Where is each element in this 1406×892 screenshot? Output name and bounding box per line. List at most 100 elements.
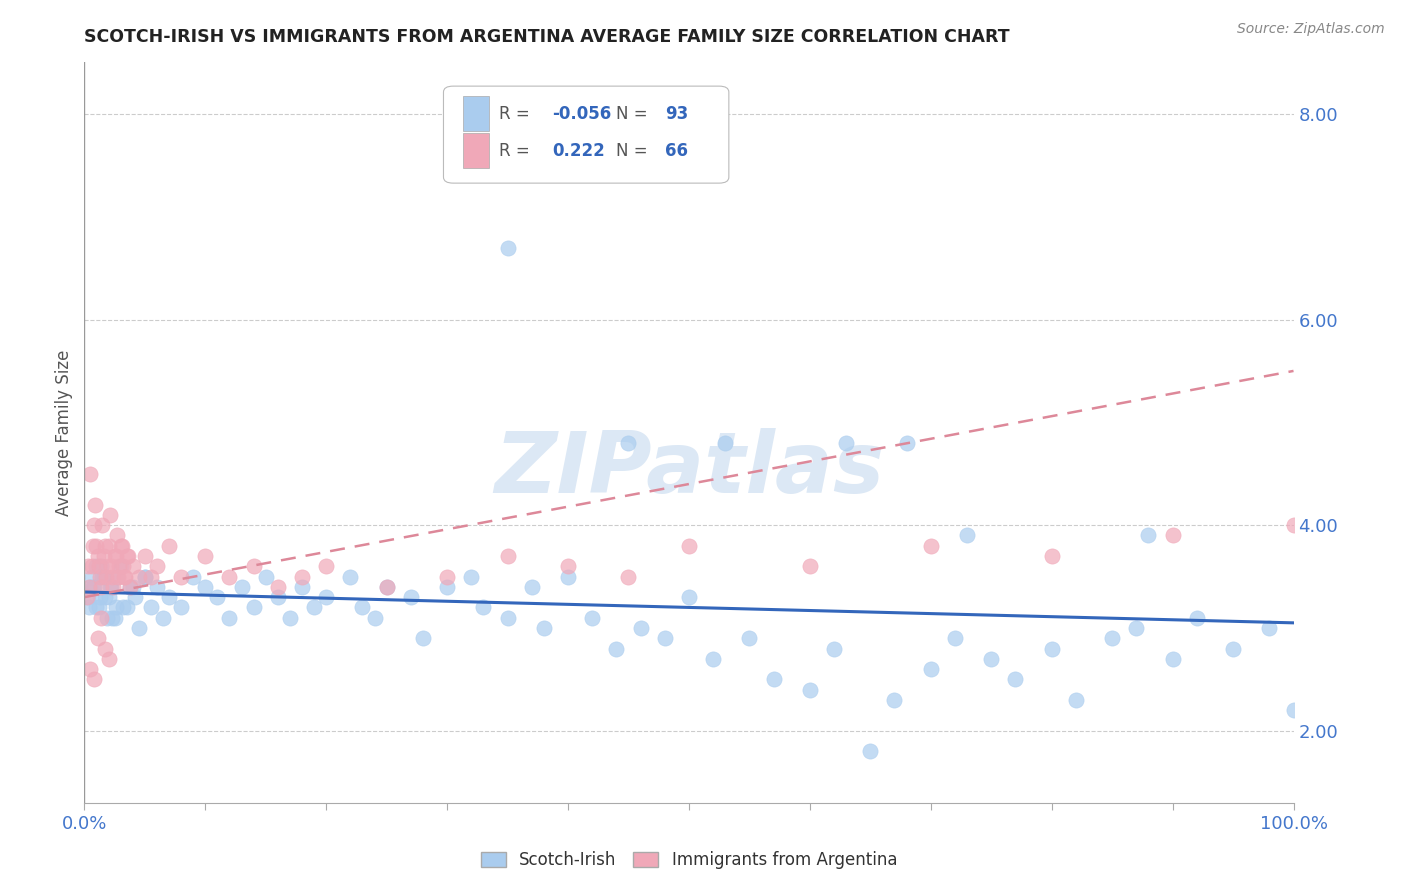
Text: N =: N = [616,142,654,160]
Point [520,580,543,594]
Point [267,590,290,604]
Point [90,559,112,574]
Point [104,549,127,563]
Point [315,559,337,574]
Point [91,518,114,533]
Point [896,436,918,450]
Point [399,590,422,604]
Point [134,569,156,583]
Point [87,600,110,615]
Point [104,549,127,563]
Point [1282,703,1305,717]
Point [920,662,942,676]
Point [1161,528,1184,542]
Point [883,693,905,707]
FancyBboxPatch shape [443,87,728,183]
Point [104,600,127,615]
FancyBboxPatch shape [463,133,489,169]
Point [115,549,138,563]
Point [93,569,115,583]
Point [823,641,845,656]
Point [83,518,105,533]
Point [101,610,124,624]
Point [496,549,519,563]
Point [79,662,101,676]
Point [920,539,942,553]
Point [86,559,108,574]
Point [94,539,117,553]
Point [654,632,676,646]
Point [557,559,579,574]
Point [859,744,882,758]
Point [146,580,169,594]
Point [77,559,100,574]
Point [94,641,117,656]
Point [1125,621,1147,635]
Point [146,559,169,574]
Point [77,600,100,615]
Point [460,569,482,583]
Point [111,539,134,553]
Point [94,569,117,583]
Point [93,549,115,563]
Point [231,580,253,594]
Text: R =: R = [499,142,536,160]
Point [496,240,519,255]
Point [315,590,337,604]
Point [1040,549,1063,563]
Point [291,569,314,583]
Point [207,590,229,604]
Point [105,528,128,542]
Point [96,610,118,624]
Point [194,549,217,563]
Point [115,600,138,615]
Point [98,508,121,522]
Point [1040,641,1063,656]
Point [107,569,129,583]
Point [139,600,162,615]
Point [738,632,761,646]
Point [86,549,108,563]
Point [91,569,114,583]
Point [87,559,110,574]
Point [134,569,156,583]
Point [630,621,652,635]
Point [605,641,627,656]
Point [97,539,120,553]
Point [80,559,103,574]
Point [139,569,162,583]
Point [98,580,121,594]
Text: R =: R = [499,104,536,122]
Point [943,632,966,646]
Point [1064,693,1087,707]
Point [89,590,111,604]
Point [114,569,136,583]
Point [104,610,127,624]
Text: 93: 93 [665,104,688,122]
Point [1137,528,1160,542]
Point [90,610,112,624]
Legend: Scotch-Irish, Immigrants from Argentina: Scotch-Irish, Immigrants from Argentina [474,845,904,876]
Point [121,559,143,574]
Point [363,610,385,624]
Text: ZIPatlas: ZIPatlas [494,428,884,511]
Point [84,498,107,512]
Point [101,569,124,583]
Point [97,652,120,666]
Point [86,632,108,646]
Point [1161,652,1184,666]
Point [218,610,240,624]
Point [128,621,150,635]
Point [1282,518,1305,533]
Point [105,569,128,583]
Point [1004,673,1026,687]
Point [157,590,180,604]
Text: 66: 66 [665,142,688,160]
Point [121,580,143,594]
Point [242,600,264,615]
Text: N =: N = [616,104,654,122]
Point [302,600,325,615]
Point [1258,621,1281,635]
Point [436,569,458,583]
Point [254,569,277,583]
